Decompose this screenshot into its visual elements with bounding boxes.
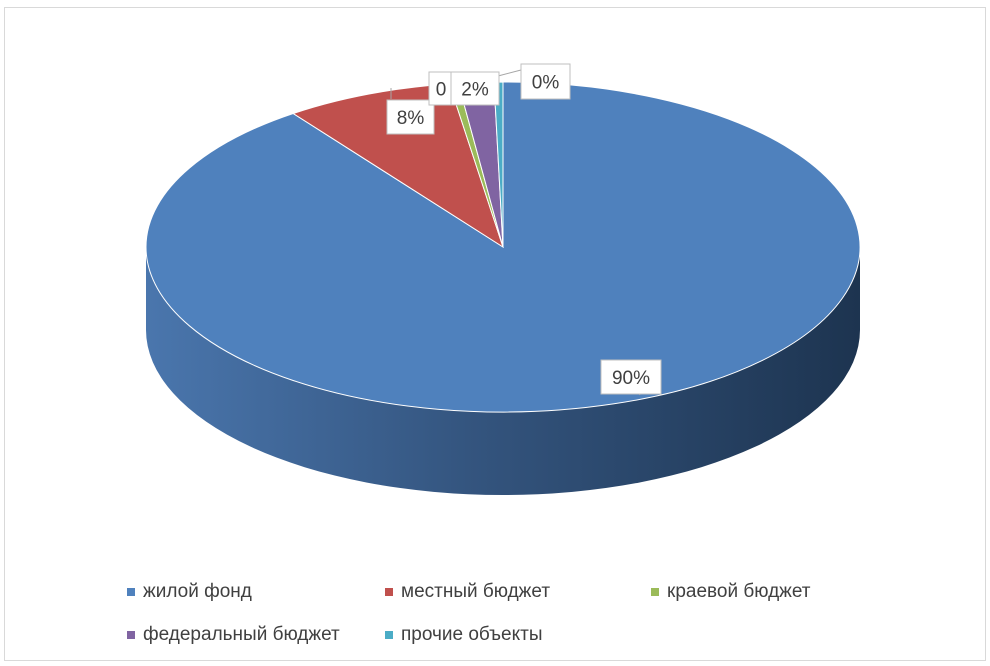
data-labels: 90% 8% 0 2% 0% xyxy=(386,63,662,395)
data-label-text: 2% xyxy=(461,80,489,101)
pie-side-wall xyxy=(146,247,860,495)
data-label-text: 8% xyxy=(397,108,425,129)
label-box xyxy=(450,71,500,106)
data-label-text: 90% xyxy=(612,368,650,389)
label-box xyxy=(428,71,454,106)
label-box xyxy=(386,99,435,135)
label-local-budget: 8% xyxy=(386,99,435,135)
data-label-text: 0% xyxy=(532,73,560,94)
label-other-objects: 0% xyxy=(520,63,571,100)
leader-line xyxy=(497,69,522,77)
label-box xyxy=(520,63,571,100)
label-federal-budget: 2% xyxy=(450,71,500,106)
data-label-text: 0 xyxy=(436,80,447,101)
label-regional-budget: 0 xyxy=(428,71,454,106)
pie-slices xyxy=(145,81,861,413)
label-housing: 90% xyxy=(600,359,662,395)
label-box xyxy=(600,359,662,395)
